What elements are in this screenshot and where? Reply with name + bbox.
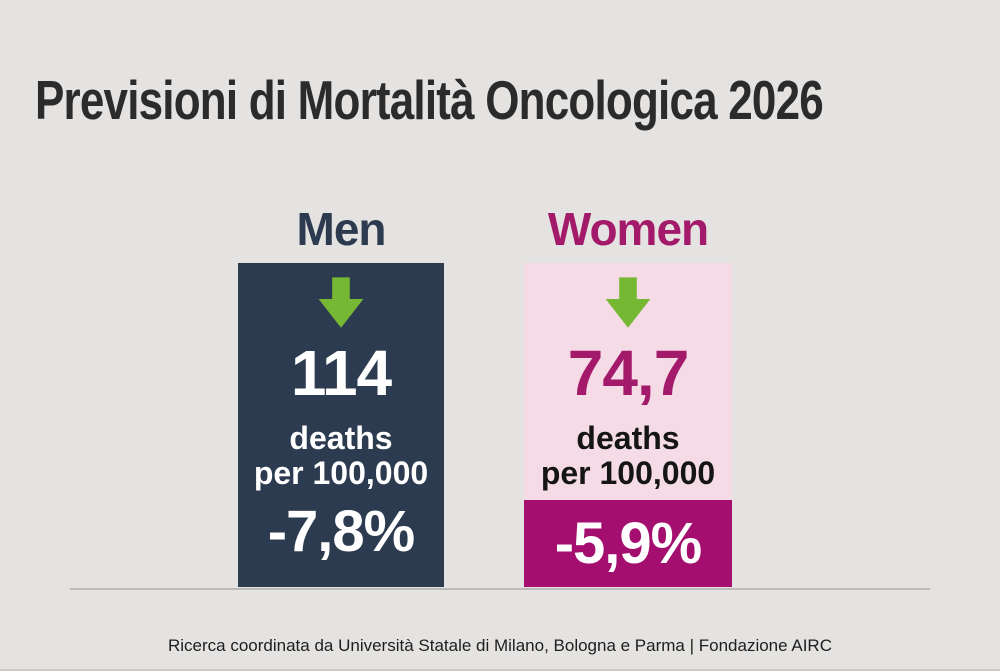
footer-divider-line <box>70 588 930 590</box>
arrow-down-icon <box>318 277 364 328</box>
men-stat-card: 114 deaths per 100,000 -7,8% <box>238 263 444 587</box>
women-unit-label: deaths per 100,000 <box>540 420 716 492</box>
men-unit-line-1: deaths <box>289 420 393 456</box>
men-unit-line-2: per 100,000 <box>253 455 429 492</box>
bottom-edge-line <box>0 669 1000 671</box>
women-stat-card: 74,7 deaths per 100,000 -5,9% <box>524 263 732 587</box>
arrow-down-shape <box>605 277 651 328</box>
source-attribution: Ricerca coordinata da Università Statale… <box>168 636 832 655</box>
men-column-label: Men <box>296 203 387 255</box>
men-death-rate-value: 114 <box>290 337 392 409</box>
women-percent-band: -5,9% <box>524 500 732 587</box>
women-percent-change: -5,9% <box>554 510 703 576</box>
arrow-down-shape <box>318 277 364 328</box>
women-unit-line-2: per 100,000 <box>540 455 716 492</box>
women-unit-line-1: deaths <box>576 420 680 456</box>
women-column-label: Women <box>547 203 709 255</box>
page-title: Previsioni di Mortalità Oncologica 2026 <box>35 69 824 131</box>
arrow-down-icon <box>605 277 651 328</box>
women-death-rate-value: 74,7 <box>567 337 690 409</box>
men-percent-change: -7,8% <box>267 499 416 565</box>
men-unit-label: deaths per 100,000 <box>253 420 429 492</box>
